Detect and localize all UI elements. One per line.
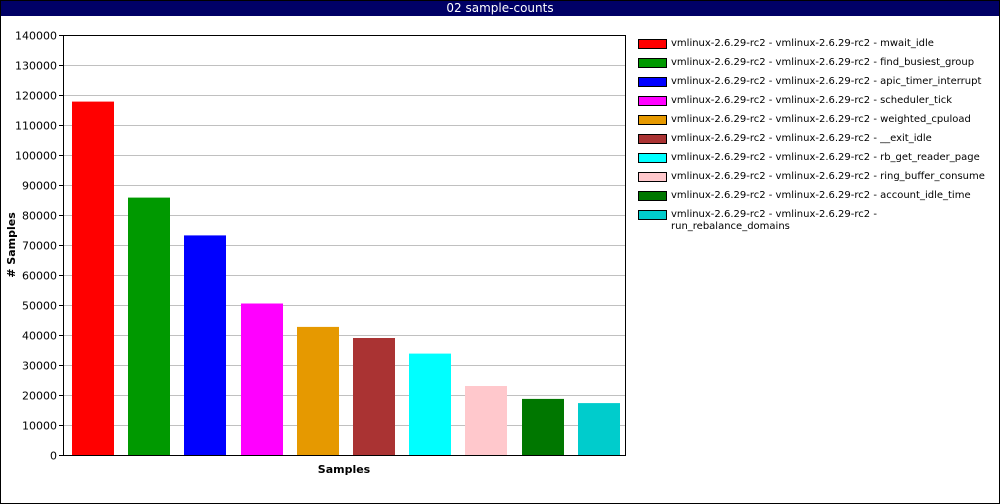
y-tick-label: 20000 xyxy=(22,390,57,403)
y-tick-label: 130000 xyxy=(15,60,57,73)
legend-swatch xyxy=(638,210,667,220)
legend-label: vmlinux-2.6.29-rc2 - vmlinux-2.6.29-rc2 … xyxy=(671,152,980,163)
legend-item: vmlinux-2.6.29-rc2 - vmlinux-2.6.29-rc2 … xyxy=(638,209,988,233)
y-tick-label: 140000 xyxy=(15,30,57,43)
bars xyxy=(72,101,620,455)
legend-label: vmlinux-2.6.29-rc2 - vmlinux-2.6.29-rc2 … xyxy=(671,76,982,87)
bar xyxy=(297,326,339,455)
legend-label: vmlinux-2.6.29-rc2 - vmlinux-2.6.29-rc2 … xyxy=(671,95,953,106)
legend-label: vmlinux-2.6.29-rc2 - vmlinux-2.6.29-rc2 … xyxy=(671,114,971,125)
y-tick-label: 40000 xyxy=(22,330,57,343)
y-tick-label: 100000 xyxy=(15,150,57,163)
legend-item: vmlinux-2.6.29-rc2 - vmlinux-2.6.29-rc2 … xyxy=(638,171,988,183)
legend-swatch xyxy=(638,58,667,68)
bar xyxy=(184,235,226,455)
bar xyxy=(465,386,507,455)
legend-swatch xyxy=(638,191,667,201)
legend-swatch xyxy=(638,134,667,144)
legend-item: vmlinux-2.6.29-rc2 - vmlinux-2.6.29-rc2 … xyxy=(638,114,988,126)
y-tick-label: 70000 xyxy=(22,240,57,253)
legend-swatch xyxy=(638,39,667,49)
bar xyxy=(409,353,451,455)
y-tick-label: 120000 xyxy=(15,90,57,103)
legend-item: vmlinux-2.6.29-rc2 - vmlinux-2.6.29-rc2 … xyxy=(638,76,988,88)
legend-item: vmlinux-2.6.29-rc2 - vmlinux-2.6.29-rc2 … xyxy=(638,152,988,164)
bar xyxy=(72,101,114,455)
legend-swatch xyxy=(638,115,667,125)
window-title: 02 sample-counts xyxy=(1,1,999,16)
x-axis-label: Samples xyxy=(318,463,371,476)
legend-label: vmlinux-2.6.29-rc2 - vmlinux-2.6.29-rc2 … xyxy=(671,133,932,144)
legend-label: vmlinux-2.6.29-rc2 - vmlinux-2.6.29-rc2 … xyxy=(671,190,971,201)
legend-swatch xyxy=(638,77,667,87)
bar xyxy=(353,338,395,455)
bar xyxy=(578,403,620,455)
y-tick-label: 60000 xyxy=(22,270,57,283)
legend-label: vmlinux-2.6.29-rc2 - vmlinux-2.6.29-rc2 … xyxy=(671,38,934,49)
bar xyxy=(241,303,283,455)
y-axis-ticks: 0 10000 20000 30000 40000 50000 60000 70000 8000… xyxy=(15,30,63,463)
bar xyxy=(128,197,170,455)
bar xyxy=(522,398,564,455)
bar-chart: 0 10000 20000 30000 40000 50000 60000 70000 8000… xyxy=(5,30,626,476)
legend-label: vmlinux-2.6.29-rc2 - vmlinux-2.6.29-rc2 … xyxy=(671,57,975,68)
y-tick-label: 0 xyxy=(50,450,57,463)
y-tick-label: 10000 xyxy=(22,420,57,433)
y-tick-label: 30000 xyxy=(22,360,57,373)
plot-area xyxy=(63,35,626,456)
legend-swatch xyxy=(638,172,667,182)
legend-item: vmlinux-2.6.29-rc2 - vmlinux-2.6.29-rc2 … xyxy=(638,95,988,107)
legend-item: vmlinux-2.6.29-rc2 - vmlinux-2.6.29-rc2 … xyxy=(638,38,988,50)
y-tick-label: 110000 xyxy=(15,120,57,133)
legend-item: vmlinux-2.6.29-rc2 - vmlinux-2.6.29-rc2 … xyxy=(638,190,988,202)
legend-label: vmlinux-2.6.29-rc2 - vmlinux-2.6.29-rc2 … xyxy=(671,209,877,232)
y-tick-label: 50000 xyxy=(22,300,57,313)
legend-item: vmlinux-2.6.29-rc2 - vmlinux-2.6.29-rc2 … xyxy=(638,133,988,145)
legend: vmlinux-2.6.29-rc2 - vmlinux-2.6.29-rc2 … xyxy=(638,38,988,240)
legend-swatch xyxy=(638,153,667,163)
y-tick-label: 90000 xyxy=(22,180,57,193)
y-axis-label: # Samples xyxy=(5,212,18,278)
legend-label: vmlinux-2.6.29-rc2 - vmlinux-2.6.29-rc2 … xyxy=(671,171,985,182)
legend-item: vmlinux-2.6.29-rc2 - vmlinux-2.6.29-rc2 … xyxy=(638,57,988,69)
legend-swatch xyxy=(638,96,667,106)
y-tick-label: 80000 xyxy=(22,210,57,223)
